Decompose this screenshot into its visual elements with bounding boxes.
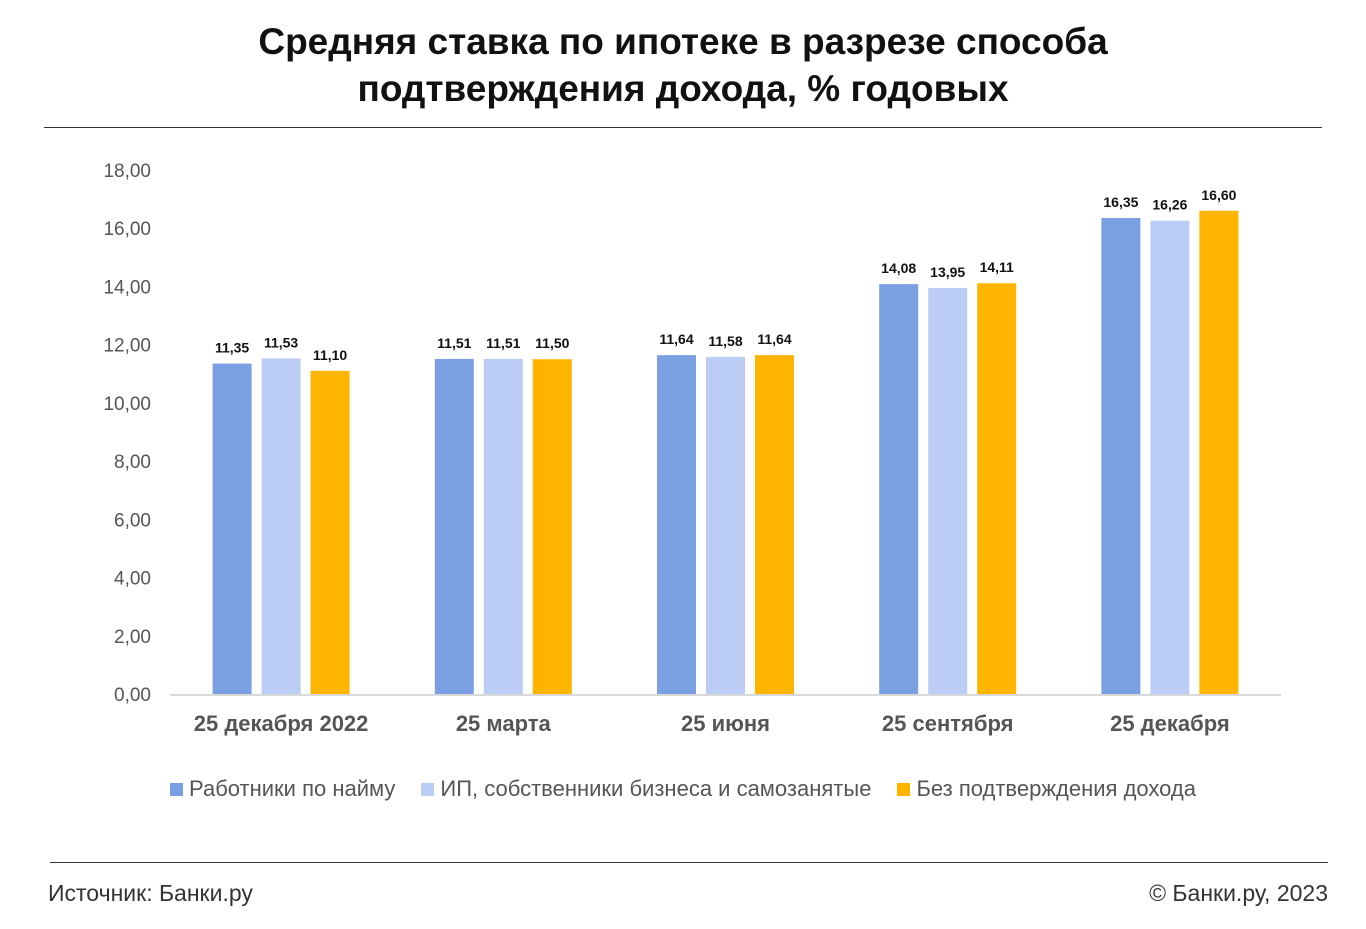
data-label: 11,35 — [215, 340, 249, 356]
legend-swatch-self-employed — [421, 782, 435, 796]
legend-label-self-employed: ИП, собственники бизнеса и самозанятые — [440, 776, 872, 801]
y-tick-label: 10,00 — [103, 394, 151, 415]
legend-swatch-no-income-proof — [897, 782, 911, 796]
bar — [1199, 210, 1239, 694]
bar — [310, 370, 350, 694]
bar — [434, 358, 474, 694]
bar — [1150, 220, 1190, 695]
legend-label-no-income-proof: Без подтверждения дохода — [916, 776, 1196, 801]
legend-item-employees: Работники по найму — [170, 776, 395, 802]
data-label: 11,64 — [659, 331, 693, 347]
y-tick-label: 16,00 — [103, 219, 151, 240]
bar — [483, 358, 523, 694]
bar — [977, 283, 1017, 694]
bar — [928, 287, 968, 694]
bar-chart: 0,00 2,00 4,00 6,00 8,00 10,00 12,00 14,00 16,00… — [103, 161, 1281, 736]
data-label: 14,08 — [881, 260, 916, 276]
data-label: 11,58 — [708, 333, 742, 349]
chart-title-line-1: Средняя ставка по ипотеке в разрезе спос… — [258, 21, 1108, 62]
x-tick-label: 25 декабря — [1110, 711, 1230, 736]
data-label: 13,95 — [930, 264, 965, 280]
y-tick-label: 0,00 — [114, 685, 151, 706]
x-tick-label: 25 июня — [681, 711, 770, 736]
bar — [261, 358, 301, 694]
legend-label-employees: Работники по найму — [189, 776, 396, 801]
y-tick-label: 2,00 — [114, 627, 151, 648]
bar — [532, 359, 572, 694]
data-label: 16,35 — [1103, 194, 1138, 210]
y-tick-label: 12,00 — [103, 336, 151, 357]
bar — [879, 284, 919, 694]
chart-title: Средняя ставка по ипотеке в разрезе спос… — [0, 18, 1366, 112]
y-tick-label: 8,00 — [114, 452, 151, 473]
y-tick-label: 18,00 — [103, 161, 151, 182]
bar — [755, 355, 794, 694]
data-label: 11,53 — [264, 334, 298, 350]
source-note: Источник: Банки.ру — [48, 880, 253, 906]
bar — [706, 356, 745, 694]
x-tick-label: 25 марта — [456, 711, 552, 736]
copyright-note: © Банки.ру, 2023 — [1149, 880, 1328, 906]
data-label: 11,51 — [486, 335, 520, 351]
y-tick-label: 6,00 — [114, 510, 151, 531]
bar — [1101, 218, 1141, 694]
data-label: 14,11 — [980, 259, 1014, 275]
x-tick-label: 25 декабря 2022 — [194, 711, 369, 736]
data-label: 11,51 — [437, 335, 471, 351]
data-label: 11,10 — [313, 347, 347, 363]
y-tick-label: 4,00 — [114, 569, 151, 590]
chart-legend: Работники по найму ИП, собственники бизн… — [0, 776, 1366, 802]
bar — [657, 355, 696, 694]
y-tick-label: 14,00 — [103, 277, 151, 298]
bottom-divider — [50, 862, 1328, 863]
data-label: 11,64 — [757, 331, 791, 347]
data-label: 16,26 — [1152, 197, 1187, 213]
bar — [212, 363, 252, 694]
data-label: 16,60 — [1201, 187, 1236, 203]
top-divider — [44, 127, 1322, 128]
legend-item-no-income-proof: Без подтверждения дохода — [897, 776, 1196, 802]
legend-swatch-employees — [170, 782, 184, 796]
x-tick-label: 25 сентября — [882, 711, 1014, 736]
data-label: 11,50 — [535, 335, 569, 351]
legend-item-self-employed: ИП, собственники бизнеса и самозанятые — [421, 776, 871, 802]
chart-title-line-2: подтверждения дохода, % годовых — [357, 68, 1009, 109]
